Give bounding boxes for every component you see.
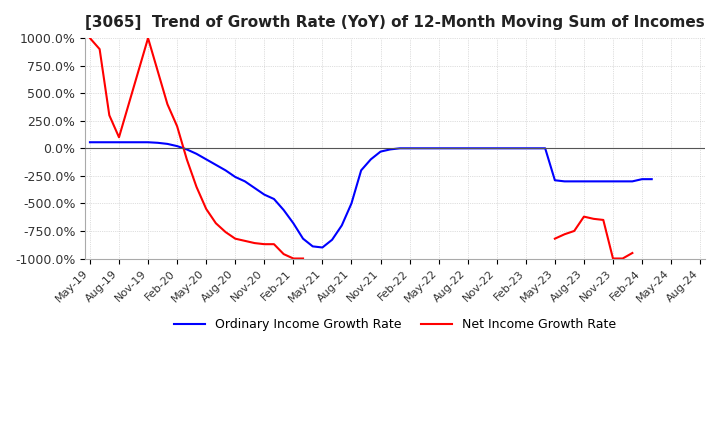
Net Income Growth Rate [212, 220, 220, 226]
Ordinary Income Growth Rate [386, 147, 395, 152]
Net Income Growth Rate [105, 113, 114, 118]
Net Income Growth Rate [86, 36, 94, 41]
Net Income Growth Rate [251, 240, 259, 246]
Ordinary Income Growth Rate [502, 146, 510, 151]
Line: Net Income Growth Rate: Net Income Growth Rate [90, 38, 303, 259]
Ordinary Income Growth Rate [318, 245, 327, 250]
Net Income Growth Rate [202, 206, 210, 212]
Net Income Growth Rate [192, 184, 201, 190]
Net Income Growth Rate [240, 238, 249, 243]
Ordinary Income Growth Rate [144, 139, 153, 145]
Legend: Ordinary Income Growth Rate, Net Income Growth Rate: Ordinary Income Growth Rate, Net Income … [169, 313, 621, 336]
Net Income Growth Rate [299, 256, 307, 261]
Net Income Growth Rate [279, 251, 288, 257]
Net Income Growth Rate [163, 102, 172, 107]
Ordinary Income Growth Rate [647, 176, 656, 182]
Ordinary Income Growth Rate [105, 139, 114, 145]
Net Income Growth Rate [270, 242, 279, 247]
Line: Ordinary Income Growth Rate: Ordinary Income Growth Rate [90, 142, 652, 247]
Net Income Growth Rate [173, 124, 181, 129]
Net Income Growth Rate [134, 69, 143, 74]
Net Income Growth Rate [153, 69, 162, 74]
Net Income Growth Rate [182, 157, 191, 162]
Ordinary Income Growth Rate [86, 139, 94, 145]
Net Income Growth Rate [231, 236, 240, 241]
Ordinary Income Growth Rate [231, 174, 240, 180]
Net Income Growth Rate [95, 47, 104, 52]
Net Income Growth Rate [125, 102, 133, 107]
Title: [3065]  Trend of Growth Rate (YoY) of 12-Month Moving Sum of Incomes: [3065] Trend of Growth Rate (YoY) of 12-… [85, 15, 705, 30]
Ordinary Income Growth Rate [173, 143, 181, 149]
Net Income Growth Rate [221, 229, 230, 235]
Net Income Growth Rate [289, 256, 297, 261]
Net Income Growth Rate [144, 36, 153, 41]
Net Income Growth Rate [260, 242, 269, 247]
Net Income Growth Rate [114, 135, 123, 140]
